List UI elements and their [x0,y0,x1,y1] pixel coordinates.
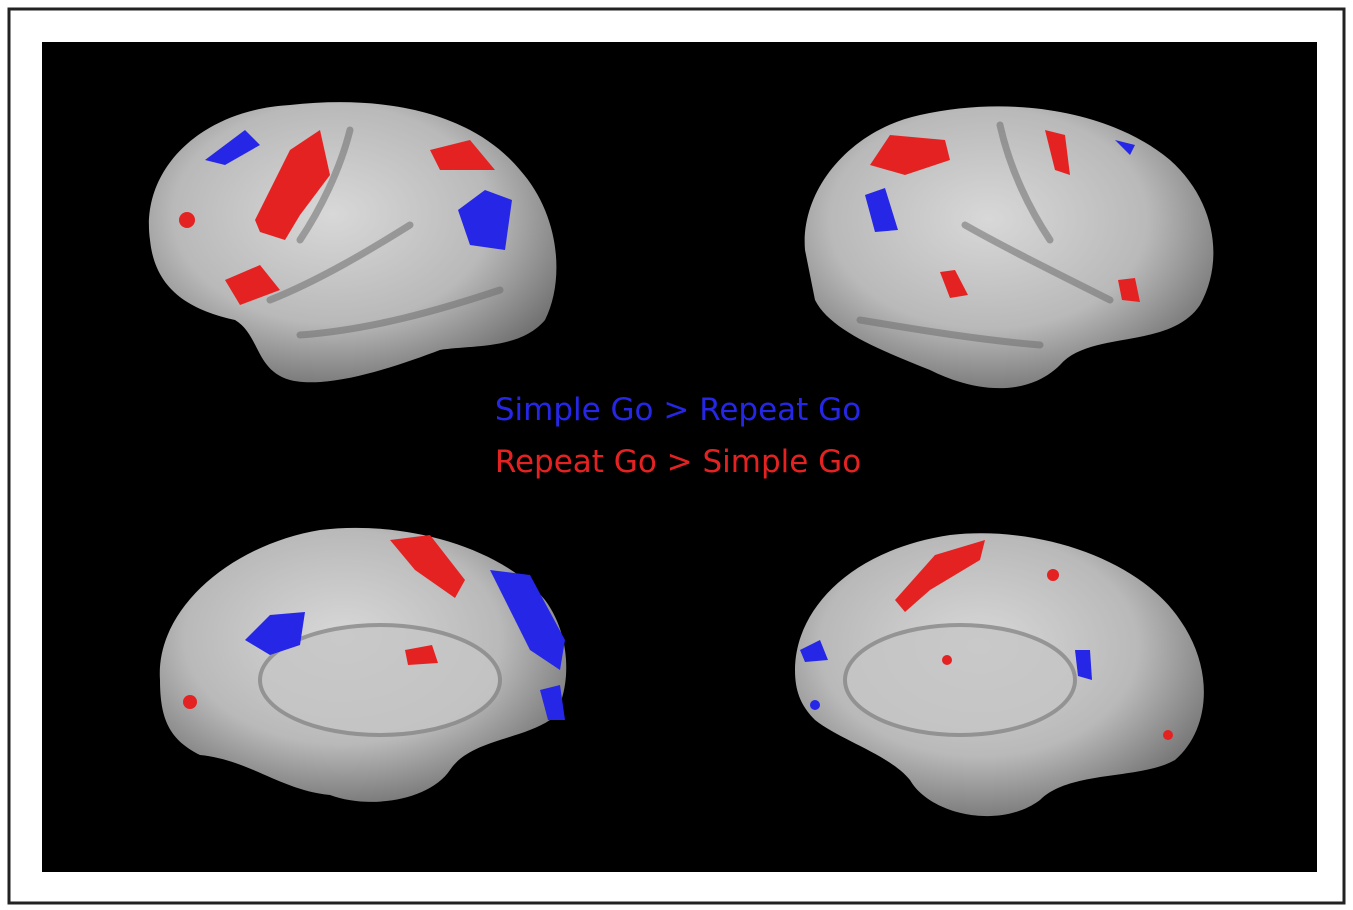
brain-lateral-right [804,106,1214,389]
brain-medial-left [159,527,567,802]
brain-medial-right [795,533,1204,817]
legend-label: Simple Go > Repeat Go [495,392,861,428]
legend-label: Repeat Go > Simple Go [495,444,861,480]
brain-lateral-left [148,102,557,383]
